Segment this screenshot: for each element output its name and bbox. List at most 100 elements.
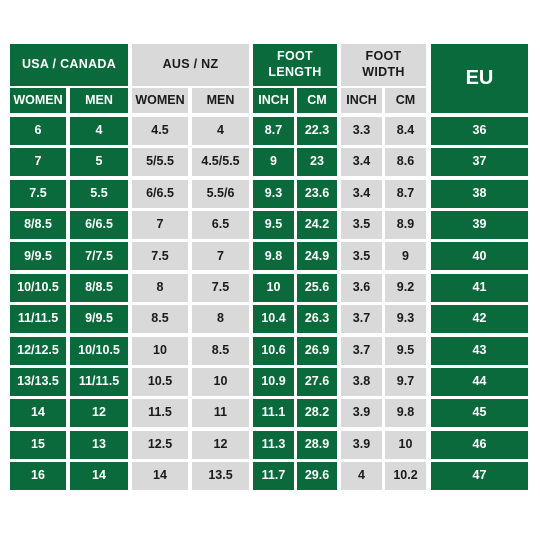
cell-eu: 37 — [431, 148, 528, 177]
cell-width-cm: 8.6 — [385, 148, 426, 177]
cell-usa-women: 12/12.5 — [10, 336, 66, 365]
cell-usa-men: 14 — [70, 461, 128, 490]
cell-width-inch: 3.9 — [341, 430, 382, 459]
cell-width-inch: 3.7 — [341, 336, 382, 365]
cell-usa-women: 15 — [10, 430, 66, 459]
cell-usa-women: 13/13.5 — [10, 367, 66, 396]
cell-usa-women: 16 — [10, 461, 66, 490]
cell-width-cm: 9.3 — [385, 305, 426, 334]
cell-aus-men: 7.5 — [192, 273, 249, 302]
cell-usa-women: 6 — [10, 117, 66, 145]
cell-length-inch: 11.3 — [253, 430, 294, 459]
cell-aus-women: 5/5.5 — [132, 148, 188, 177]
cell-width-cm: 9.7 — [385, 367, 426, 396]
cell-width-cm: 8.9 — [385, 211, 426, 240]
subheader-length-cm: CM — [297, 88, 337, 113]
cell-usa-men: 4 — [70, 117, 128, 145]
cell-aus-men: 13.5 — [192, 461, 249, 490]
cell-length-inch: 10.4 — [253, 305, 294, 334]
cell-aus-women: 12.5 — [132, 430, 188, 459]
cell-aus-women: 7 — [132, 211, 188, 240]
cell-eu: 46 — [431, 430, 528, 459]
header-foot-width: FOOT WIDTH — [341, 44, 426, 86]
cell-eu: 47 — [431, 461, 528, 490]
cell-aus-men: 4.5/5.5 — [192, 148, 249, 177]
cell-eu: 43 — [431, 336, 528, 365]
cell-width-inch: 3.4 — [341, 179, 382, 208]
cell-usa-women: 10/10.5 — [10, 273, 66, 302]
cell-width-cm: 9.5 — [385, 336, 426, 365]
cell-length-inch: 8.7 — [253, 117, 294, 145]
cell-width-inch: 3.3 — [341, 117, 382, 145]
cell-usa-men: 11/11.5 — [70, 367, 128, 396]
cell-aus-women: 10 — [132, 336, 188, 365]
cell-width-inch: 3.7 — [341, 305, 382, 334]
cell-width-inch: 3.5 — [341, 242, 382, 271]
cell-usa-men: 6/6.5 — [70, 211, 128, 240]
cell-aus-men: 12 — [192, 430, 249, 459]
cell-usa-women: 11/11.5 — [10, 305, 66, 334]
cell-usa-men: 9/9.5 — [70, 305, 128, 334]
cell-usa-women: 14 — [10, 399, 66, 428]
cell-eu: 42 — [431, 305, 528, 334]
cell-aus-women: 11.5 — [132, 399, 188, 428]
subheader-width-cm: CM — [385, 88, 426, 113]
cell-length-cm: 27.6 — [297, 367, 337, 396]
cell-aus-women: 10.5 — [132, 367, 188, 396]
cell-aus-men: 5.5/6 — [192, 179, 249, 208]
cell-usa-men: 7/7.5 — [70, 242, 128, 271]
cell-length-cm: 25.6 — [297, 273, 337, 302]
cell-width-cm: 10.2 — [385, 461, 426, 490]
cell-aus-women: 7.5 — [132, 242, 188, 271]
header-foot-length: FOOT LENGTH — [253, 44, 337, 86]
subheader-length-inch: INCH — [253, 88, 294, 113]
cell-aus-women: 8 — [132, 273, 188, 302]
cell-length-inch: 11.7 — [253, 461, 294, 490]
cell-width-cm: 8.4 — [385, 117, 426, 145]
cell-eu: 36 — [431, 117, 528, 145]
cell-usa-men: 10/10.5 — [70, 336, 128, 365]
cell-usa-men: 8/8.5 — [70, 273, 128, 302]
cell-width-inch: 3.8 — [341, 367, 382, 396]
cell-aus-women: 4.5 — [132, 117, 188, 145]
cell-usa-women: 7.5 — [10, 179, 66, 208]
cell-eu: 44 — [431, 367, 528, 396]
cell-length-inch: 10.9 — [253, 367, 294, 396]
cell-eu: 40 — [431, 242, 528, 271]
cell-length-cm: 29.6 — [297, 461, 337, 490]
cell-aus-men: 8.5 — [192, 336, 249, 365]
cell-width-inch: 3.6 — [341, 273, 382, 302]
cell-width-cm: 10 — [385, 430, 426, 459]
cell-aus-men: 10 — [192, 367, 249, 396]
cell-length-inch: 9.8 — [253, 242, 294, 271]
subheader-width-inch: INCH — [341, 88, 382, 113]
cell-length-inch: 9.5 — [253, 211, 294, 240]
subheader-usa-men: MEN — [70, 88, 128, 113]
cell-aus-men: 11 — [192, 399, 249, 428]
cell-aus-men: 7 — [192, 242, 249, 271]
cell-usa-men: 12 — [70, 399, 128, 428]
header-eu: EU — [431, 44, 528, 113]
cell-length-cm: 24.2 — [297, 211, 337, 240]
subheader-aus-women: WOMEN — [132, 88, 188, 113]
cell-width-cm: 9.2 — [385, 273, 426, 302]
cell-aus-women: 8.5 — [132, 305, 188, 334]
cell-aus-men: 4 — [192, 117, 249, 145]
cell-usa-men: 5.5 — [70, 179, 128, 208]
cell-width-cm: 9 — [385, 242, 426, 271]
cell-width-cm: 9.8 — [385, 399, 426, 428]
cell-length-cm: 26.9 — [297, 336, 337, 365]
cell-length-inch: 11.1 — [253, 399, 294, 428]
cell-width-inch: 4 — [341, 461, 382, 490]
cell-aus-women: 14 — [132, 461, 188, 490]
cell-eu: 39 — [431, 211, 528, 240]
cell-length-cm: 23 — [297, 148, 337, 177]
header-aus-nz: AUS / NZ — [132, 44, 249, 86]
cell-length-inch: 10.6 — [253, 336, 294, 365]
cell-width-cm: 8.7 — [385, 179, 426, 208]
cell-aus-women: 6/6.5 — [132, 179, 188, 208]
cell-usa-women: 7 — [10, 148, 66, 177]
cell-length-cm: 22.3 — [297, 117, 337, 145]
cell-aus-men: 6.5 — [192, 211, 249, 240]
